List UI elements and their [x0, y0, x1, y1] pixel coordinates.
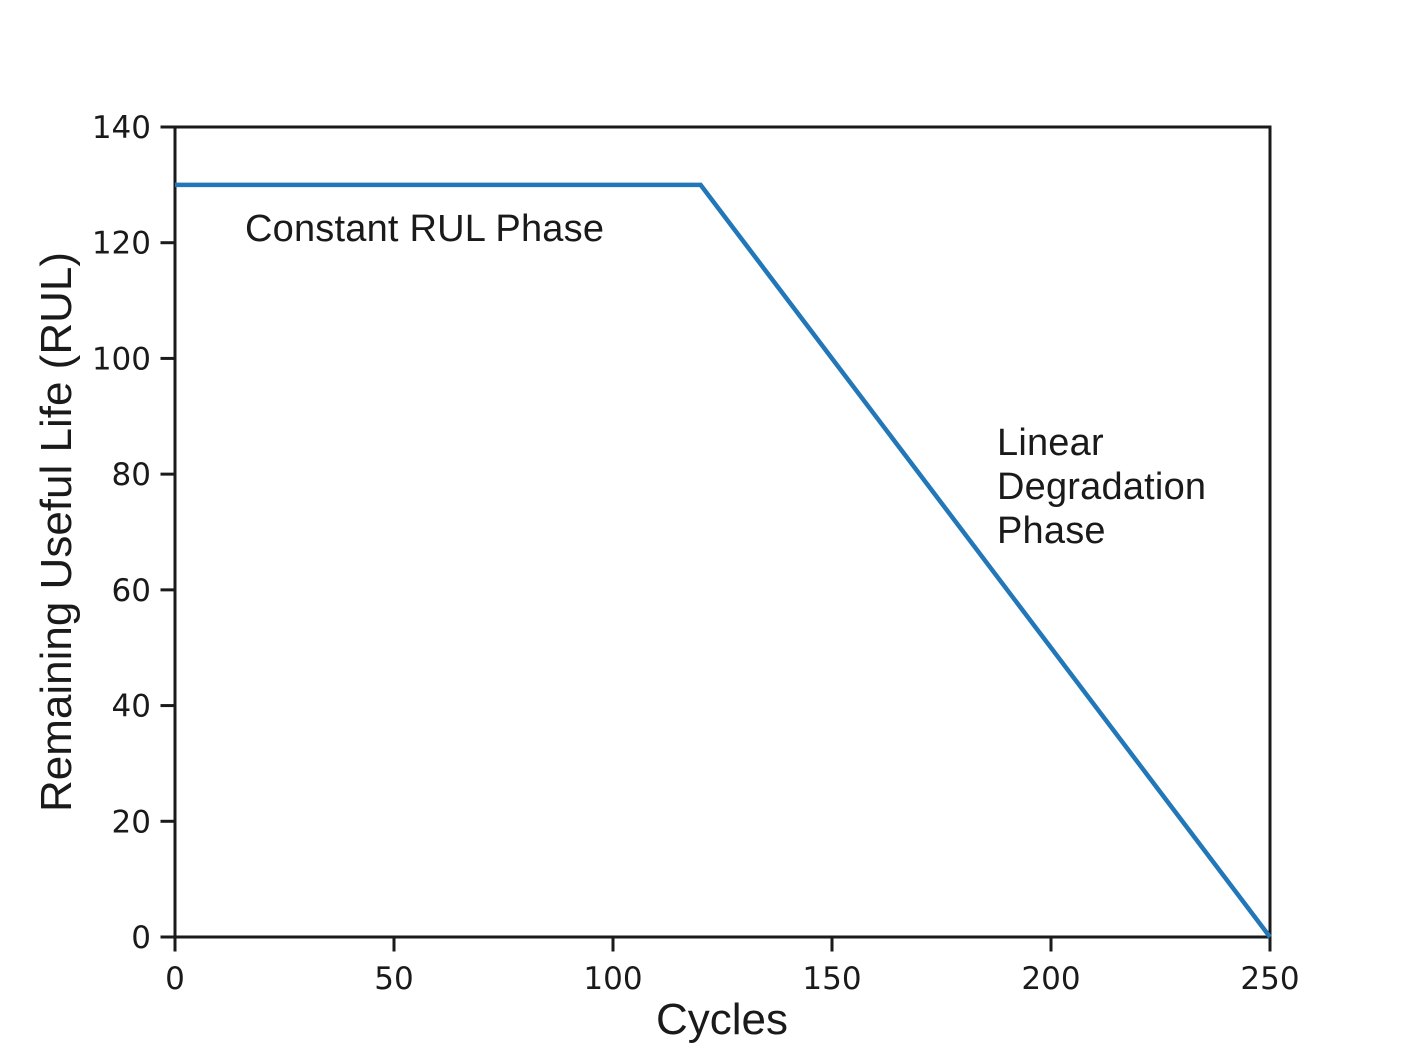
annotation-linear-degradation-phase: Linear Degradation Phase: [997, 421, 1206, 553]
rul-line: [175, 182, 1272, 939]
plot-border: [173, 125, 1272, 939]
x-axis-title: Cycles: [655, 994, 789, 1044]
x-tick-label: 0: [165, 961, 185, 997]
y-tick-label: 120: [92, 226, 151, 262]
y-tick-label: 60: [112, 573, 151, 609]
y-axis-title: Remaining Useful Life (RUL): [31, 252, 81, 812]
y-tick-label: 80: [112, 457, 151, 493]
x-tick-label: 200: [1021, 961, 1080, 997]
x-tick-label: 250: [1240, 961, 1299, 997]
x-tick-label: 50: [374, 961, 413, 997]
x-tick-label: 150: [802, 961, 861, 997]
annotation-text-line: Degradation: [997, 466, 1207, 508]
y-tick-label: 100: [92, 341, 151, 377]
x-tick-label: 100: [583, 961, 642, 997]
annotation-text-line: Linear: [997, 422, 1104, 464]
y-tick-label: 0: [131, 920, 151, 956]
y-tick-label: 140: [92, 110, 151, 146]
annotation-text-line: Phase: [997, 510, 1106, 552]
annotation-constant-rul-phase: Constant RUL Phase: [245, 207, 604, 251]
y-tick-label: 40: [112, 689, 151, 725]
y-tick-label: 20: [112, 804, 151, 840]
annotation-text-line: Constant RUL Phase: [245, 208, 605, 250]
